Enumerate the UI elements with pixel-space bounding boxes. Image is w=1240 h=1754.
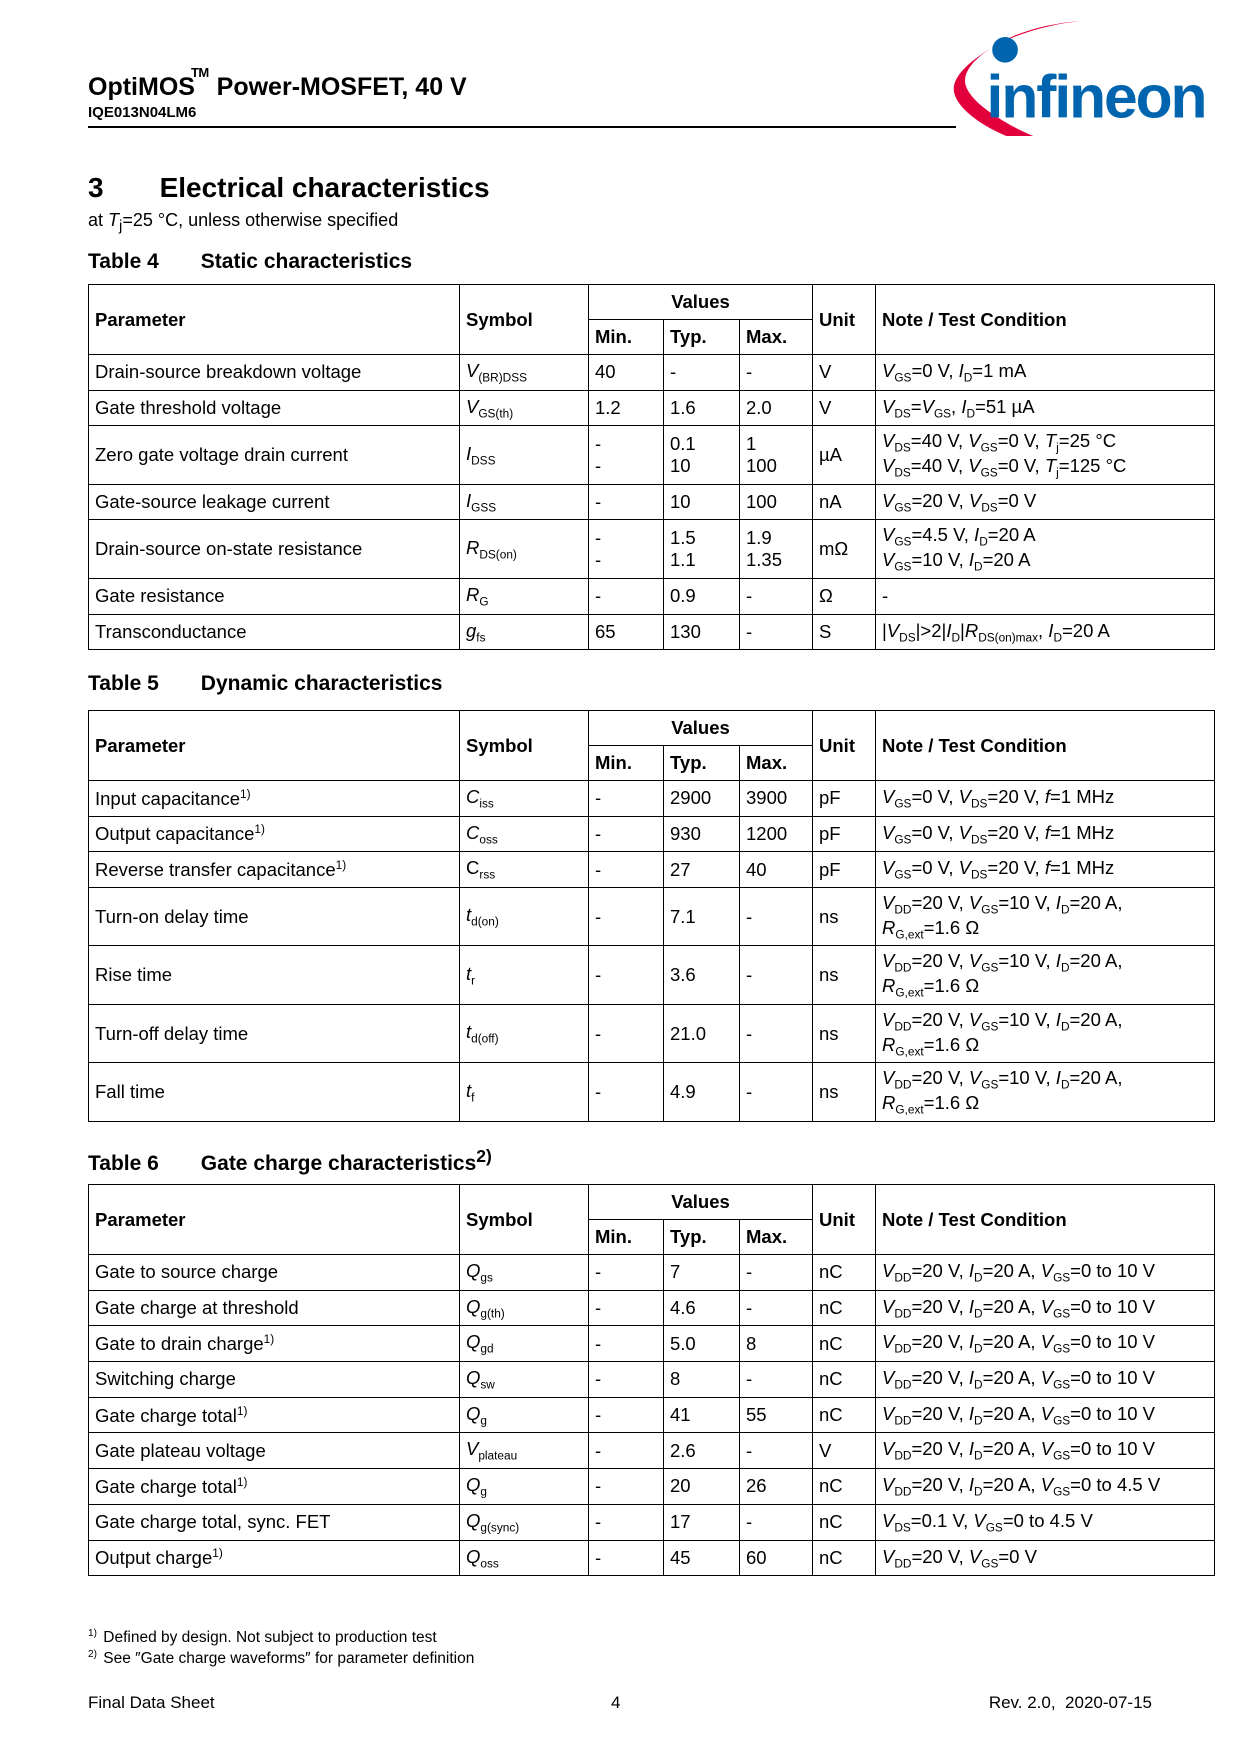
svg-text:infineon: infineon — [987, 63, 1206, 131]
